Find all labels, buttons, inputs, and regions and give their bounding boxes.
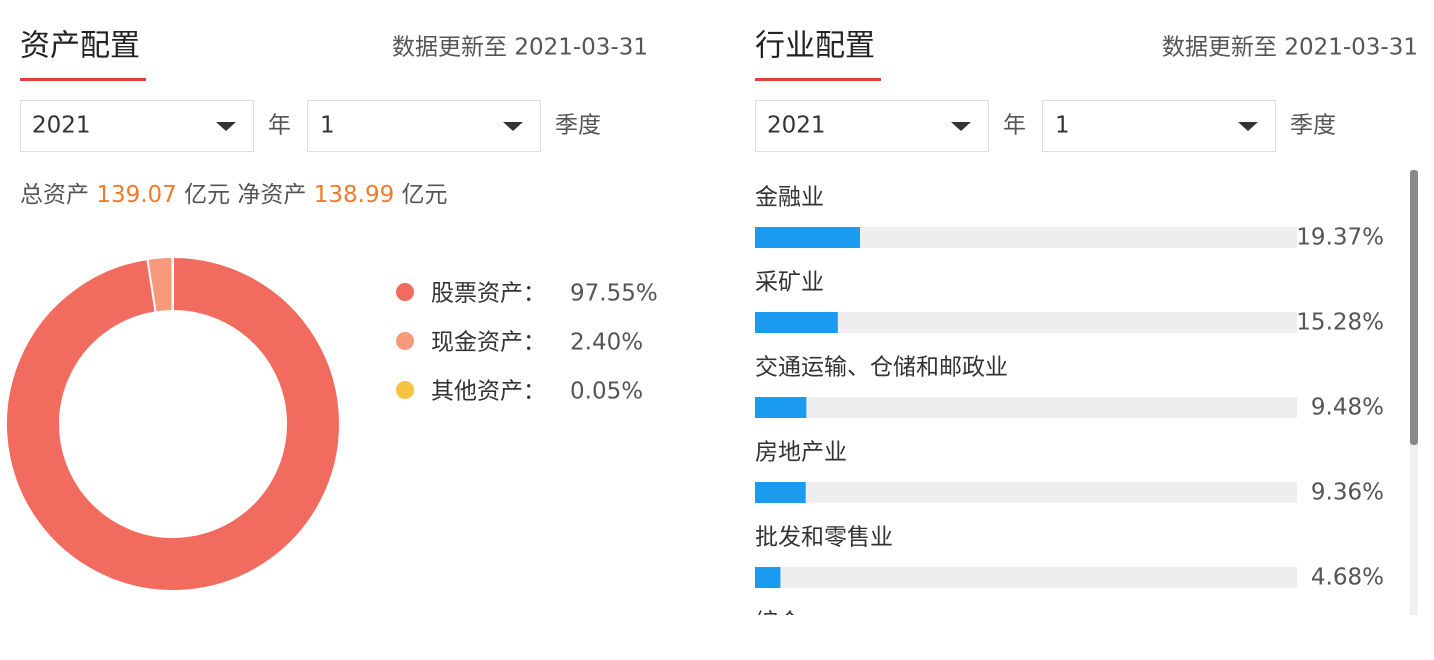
title-underline [755, 78, 881, 81]
quarter-select[interactable] [1042, 100, 1276, 152]
quarter-value: 1 [1055, 113, 1070, 139]
summary: 总资产 139.07 亿元 净资产 138.99 亿元 [20, 182, 448, 208]
quarter-unit: 季度 [555, 113, 601, 139]
bar [755, 397, 807, 418]
update-date: 数据更新至 2021-03-31 [392, 35, 648, 61]
label: 总资产 [20, 182, 89, 208]
industry-list: 金融业 19.37% 采矿业 15.28% 交通运输、仓储和邮政业 9.48% 房地产业 9.… [755, 185, 1384, 636]
bar-track [755, 312, 1297, 333]
panel-title: 行业配置 [755, 29, 875, 64]
bar-track [755, 482, 1297, 503]
bar [755, 312, 838, 333]
dropdown-arrow [951, 122, 971, 131]
legend-value: 97.55% [570, 281, 658, 307]
donut-slice [171, 255, 174, 313]
legend-dot [396, 283, 414, 301]
industry-name: 综合 [755, 610, 801, 636]
legend-value: 2.40% [570, 330, 643, 356]
update-date: 数据更新至 2021-03-31 [1162, 35, 1418, 61]
bar-value-label: 4.68% [1311, 565, 1384, 591]
bar-track [755, 227, 1297, 248]
year-select[interactable] [755, 100, 989, 152]
year-unit: 年 [268, 113, 291, 139]
bar [755, 482, 806, 503]
donut-chart: 股票资产： 97.55% 现金资产： 2.40% 其他资产： 0.05% [5, 255, 658, 592]
unit: 亿元 [184, 182, 230, 208]
quarter-value: 1 [320, 113, 335, 139]
bar [755, 227, 860, 248]
total-assets: 139.07 [96, 182, 176, 208]
dropdown-arrow [503, 122, 523, 131]
bar-value-label: 19.37% [1296, 225, 1384, 251]
year-unit: 年 [1003, 113, 1026, 139]
industry-name: 采矿业 [755, 270, 824, 296]
legend-label: 其他资产： [431, 379, 546, 405]
panel-title: 资产配置 [20, 29, 140, 64]
dropdown-arrow [216, 122, 236, 131]
bar-value-label: 9.48% [1311, 395, 1384, 421]
bar-value-label: 15.28% [1296, 310, 1384, 336]
quarter-unit: 季度 [1290, 113, 1336, 139]
legend-dot [396, 332, 414, 350]
year-value: 2021 [32, 113, 91, 139]
net-assets: 138.99 [314, 182, 394, 208]
title-underline [20, 78, 146, 81]
legend-label: 现金资产： [431, 330, 546, 356]
bar [755, 567, 781, 588]
industry-name: 金融业 [755, 185, 824, 211]
year-select[interactable] [20, 100, 254, 152]
industry-name: 批发和零售业 [755, 525, 893, 551]
legend-dot [396, 381, 414, 399]
unit: 亿元 [402, 182, 448, 208]
industry-name: 房地产业 [755, 440, 847, 466]
year-value: 2021 [767, 113, 826, 139]
bar-track [755, 397, 1297, 418]
bar-track [755, 567, 1297, 588]
bar-value-label: 9.36% [1311, 480, 1384, 506]
donut-slice [5, 255, 341, 592]
dropdown-arrow [1238, 122, 1258, 131]
industry-name: 交通运输、仓储和邮政业 [755, 355, 1008, 381]
scrollbar-thumb[interactable] [1410, 170, 1418, 445]
legend-label: 股票资产： [431, 281, 546, 307]
quarter-select[interactable] [307, 100, 541, 152]
legend-value: 0.05% [570, 379, 643, 405]
label: 净资产 [237, 182, 306, 208]
